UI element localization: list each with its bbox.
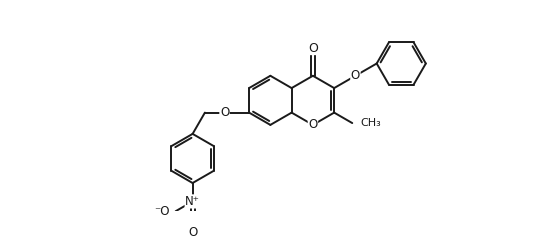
Text: CH₃: CH₃ — [361, 118, 382, 128]
Text: N⁺: N⁺ — [185, 195, 200, 208]
Text: O: O — [188, 226, 197, 238]
Text: O: O — [351, 69, 360, 82]
Text: O: O — [220, 106, 229, 119]
Text: ⁻O: ⁻O — [154, 205, 170, 218]
Text: O: O — [308, 42, 318, 55]
Text: O: O — [308, 118, 317, 131]
